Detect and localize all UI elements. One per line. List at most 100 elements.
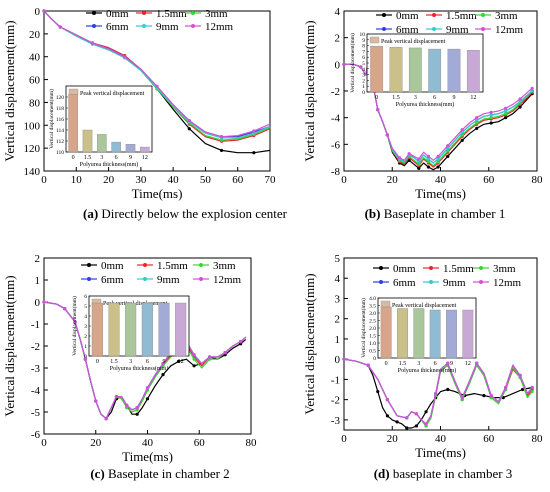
panel-b-inset-y-tick-label: 4 xyxy=(362,67,365,73)
panel-d-inset-y-tick-label: 3.0 xyxy=(369,311,376,317)
panel-b-series-point xyxy=(436,157,440,161)
panel-d-series-point xyxy=(446,361,450,365)
panel-c-caption-text: Baseplate in chamber 2 xyxy=(105,466,230,481)
panel-b-legend-entry: 9mm xyxy=(446,24,469,36)
panel-c-series-point xyxy=(73,320,77,324)
panel-c-series-point xyxy=(135,408,139,412)
panel-d-legend-entry: 1.5mm xyxy=(443,263,474,275)
panel-c-series-point xyxy=(239,340,243,344)
panel-d-y-tick-label: 4 xyxy=(335,273,341,285)
panel-c-inset-bar xyxy=(108,302,120,357)
panel-a-series-point xyxy=(187,127,191,131)
panel-a-y-tick-label: 60 xyxy=(29,75,41,87)
panel-d-x-tick-label: 40 xyxy=(435,433,447,445)
panel-b-inset-bar xyxy=(428,48,442,93)
panel-d-series-point xyxy=(520,387,525,392)
panel-b-y-tick-label: -4 xyxy=(331,113,341,125)
panel-c-series-point xyxy=(223,351,227,355)
panel-d-inset-y-tick-label: 3.5 xyxy=(369,304,376,310)
panel-c-series-point xyxy=(208,355,212,359)
panel-a-series-point xyxy=(58,25,62,29)
panel-b-inset-x-tick-label: 9 xyxy=(453,95,456,101)
panel-c-caption-label: (c) xyxy=(90,466,104,481)
panel-d-series-point xyxy=(518,373,522,377)
panel-d-caption: (d) baseplate in chamber 3 xyxy=(374,466,513,481)
panel-d-inset-x-axis-label: Polyurea thickness(mm) xyxy=(398,367,457,374)
panel-b-series-point xyxy=(518,97,522,101)
panel-b-inset-y-tick-label: 6 xyxy=(362,55,365,61)
panel-b-series-point xyxy=(359,65,363,69)
panel-d-legend-swatch-marker xyxy=(479,266,483,270)
panel-d-inset-y-tick-label: 0 xyxy=(373,356,376,362)
panel-b-inset-y-tick-label: 2 xyxy=(362,78,365,84)
panel-d-series-point xyxy=(446,387,450,392)
panel-a-legend-swatch-marker xyxy=(142,11,146,15)
panel-c-series-point xyxy=(94,399,98,403)
panel-a-legend-swatch-marker xyxy=(191,11,195,15)
panel-d-series-point xyxy=(385,414,390,418)
panel-a-inset-y-axis-label: Vertical displacement(mm) xyxy=(48,89,55,149)
panel-a-inset-bar xyxy=(68,94,78,153)
panel-d-inset-x-tick-label: 1.5 xyxy=(399,361,407,367)
panel-b-series-point xyxy=(475,118,479,122)
panel-d-series-point xyxy=(530,389,534,394)
panel-d-inset-bar xyxy=(380,306,392,359)
panel-d-legend-entry: 3mm xyxy=(493,263,516,275)
panel-c-inset-y-tick-label: 3 xyxy=(84,324,87,330)
panel-a-series-point xyxy=(90,41,95,45)
panel-d-inset-y-tick-label: 1.5 xyxy=(369,334,376,340)
panel-d-inset-bar xyxy=(397,308,408,359)
panel-a-x-tick-label: 20 xyxy=(103,174,115,186)
panel-b-series-point xyxy=(504,109,508,113)
panel-c-y-tick-label: -4 xyxy=(31,385,41,397)
panel-d-inset-y-axis-label: Vertical displacement(mm) xyxy=(360,298,367,358)
panel-c-series-point xyxy=(42,300,46,304)
panel-a-y-tick-label: 100 xyxy=(24,120,41,132)
panel-a-legend-swatch-marker xyxy=(191,24,195,28)
panel-d-series-point xyxy=(530,385,534,390)
panel-d-inset-x-tick-label: 6 xyxy=(434,361,437,367)
panel-b-legend-swatch-marker xyxy=(432,27,436,31)
panel-a-inset-y-tick-label: 112 xyxy=(56,139,64,145)
panel-a-inset-x-axis-label: Polyurea thickness(mm) xyxy=(80,161,139,168)
panel-b-series-point xyxy=(460,128,464,132)
panel-b-inset-y-tick-label: 1 xyxy=(362,84,365,90)
panel-d-series-point xyxy=(405,426,409,430)
panel-b-x-tick-label: 0 xyxy=(341,174,347,186)
panel-d-inset-y-tick-label: 1.0 xyxy=(369,341,376,347)
panel-a-series-point xyxy=(252,131,256,135)
panel-a-inset-x-tick-label: 3 xyxy=(100,155,103,161)
panel-d-y-tick-label: 1 xyxy=(335,334,341,346)
panel-d-series-point xyxy=(414,412,418,416)
panel-b-inset-bar xyxy=(389,47,403,93)
panel-a-x-tick-label: 70 xyxy=(265,174,277,186)
panel-b-inset-y-tick-label: 10 xyxy=(360,32,366,38)
panel-c-inset-x-tick-label: 0 xyxy=(96,359,99,365)
panel-c-legend-entry: 1.5mm xyxy=(157,260,188,272)
panel-a-y-tick-label: 120 xyxy=(24,143,41,155)
panel-a-x-axis-label: Time(ms) xyxy=(132,186,183,201)
panel-b-inset-bar xyxy=(408,47,422,93)
panel-d-inset-x-tick-label: 0 xyxy=(385,361,388,367)
panel-c-inset-y-tick-label: 6 xyxy=(84,294,87,300)
panel-c-caption: (c) Baseplate in chamber 2 xyxy=(90,466,229,481)
panel-d-y-tick-label: -1 xyxy=(331,374,340,386)
panel-c-x-tick-label: 60 xyxy=(194,437,206,449)
panel-d-series-point xyxy=(366,363,370,367)
panel-a-x-tick-label: 0 xyxy=(41,174,47,186)
panel-d-y-tick-label: 2 xyxy=(335,314,341,326)
panel-a-legend-entry: 1.5mm xyxy=(156,8,187,20)
panel-b-y-tick-label: 2 xyxy=(335,33,341,45)
panel-b-x-axis-label: Time(ms) xyxy=(415,186,466,201)
panel-c-inset-y-tick-label: 4 xyxy=(84,314,87,320)
panel-a-inset-bar xyxy=(97,134,107,153)
panel-b-inset-y-tick-label: 3 xyxy=(362,73,365,79)
panel-b-legend-swatch-marker xyxy=(382,27,386,31)
panel-c-inset-bar xyxy=(141,302,153,357)
panel-c-y-tick-label: -2 xyxy=(31,341,40,353)
panel-a-y-tick-label: 80 xyxy=(29,97,41,109)
panel-a-inset-x-tick-label: 1.5 xyxy=(84,155,92,161)
panel-a-inset-bar xyxy=(82,129,93,153)
panel-c-legend-swatch-marker xyxy=(143,277,147,281)
